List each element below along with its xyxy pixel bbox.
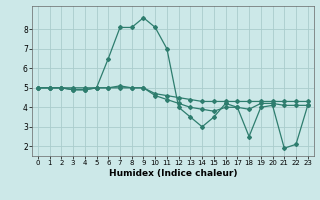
X-axis label: Humidex (Indice chaleur): Humidex (Indice chaleur) [108,169,237,178]
